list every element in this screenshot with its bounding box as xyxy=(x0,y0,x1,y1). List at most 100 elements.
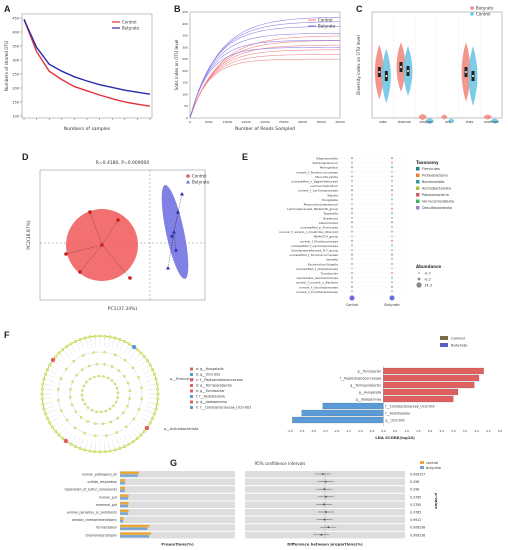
taxonomy-label: Proteobacteria xyxy=(422,174,448,178)
taxon-label: Akkermansia xyxy=(319,221,339,225)
lda-bar-label: g__UCG-002 xyxy=(385,419,404,423)
median-butyrate-shannon xyxy=(400,66,402,68)
x-tick-label: ace xyxy=(445,120,451,124)
clade-node xyxy=(113,336,117,340)
clade-node xyxy=(142,429,146,433)
clade-node xyxy=(156,397,160,401)
clade-node xyxy=(151,368,155,371)
clade-node xyxy=(61,436,65,440)
violin-control-coverage xyxy=(490,118,499,124)
taxon-label: Blautia xyxy=(328,193,339,197)
taxonomy-label: Verrucomicrobiota xyxy=(422,200,454,204)
g-function-label: aerobic_chemoheterotrophy xyxy=(72,518,117,522)
clade-branch xyxy=(120,341,125,351)
taxonomy-swatch xyxy=(416,186,420,190)
clade-node xyxy=(78,338,82,341)
legend-label: Control xyxy=(122,20,136,25)
g-bar-butyrate xyxy=(120,481,125,485)
g-bar-control xyxy=(120,494,129,497)
control-spoke xyxy=(89,211,103,246)
clade-branch xyxy=(43,378,54,382)
taxonomy-swatch xyxy=(416,199,420,203)
clade-node xyxy=(61,348,65,352)
x-tick-label: 15000 xyxy=(241,120,251,124)
lda-tick-label: -2.0 xyxy=(334,429,340,433)
lda-bar xyxy=(383,367,484,375)
clade-branch xyxy=(104,336,106,347)
clade-node xyxy=(116,416,119,420)
clade-legend-swatch xyxy=(190,373,193,376)
clade-node xyxy=(97,374,101,378)
highlighted-clade xyxy=(131,344,137,350)
clade-node xyxy=(86,420,90,423)
taxon-label: norank_f_Ruminococcaceae xyxy=(296,170,338,174)
control-spoke xyxy=(101,244,131,279)
clade-node xyxy=(74,339,77,343)
clade-legend-label: g: g__dadapennisa xyxy=(196,400,227,404)
clade-branch xyxy=(84,337,88,348)
lda-bar xyxy=(292,416,384,424)
taxonomy-swatch xyxy=(416,167,420,171)
clade-legend-label: e: g__Turicibacter xyxy=(196,389,225,393)
clade-branch xyxy=(136,356,145,364)
g-bar-butyrate xyxy=(120,489,125,492)
x-tick-label: 40000 xyxy=(335,120,345,124)
clade-node xyxy=(45,368,49,371)
taxon-label: Christensenellaceae_R-7_group xyxy=(291,249,338,253)
y-axis-label: Sobs index on OTU level xyxy=(174,40,179,91)
abundance-swatch xyxy=(416,282,422,288)
g-function-label: human_pathogens_all xyxy=(82,473,117,477)
taxon-label: Phascolarctobacterium xyxy=(304,203,338,207)
clade-node xyxy=(83,448,87,452)
taxon-label: norank_f_Coriobacteriaceae xyxy=(296,290,338,294)
x-tick-label: sobs xyxy=(379,120,387,124)
clade-branch xyxy=(130,430,138,439)
clade-legend-swatch xyxy=(190,384,193,387)
clade-node xyxy=(54,429,58,433)
clade-branch xyxy=(58,352,67,361)
clade-node xyxy=(64,367,68,371)
clade-legend-swatch xyxy=(190,367,193,371)
y-tick-label: 350 xyxy=(12,45,19,49)
y-tick-label: 300 xyxy=(12,59,19,63)
taxonomy-swatch xyxy=(416,206,420,210)
clade-node xyxy=(92,351,95,354)
y-tick-label: 100 xyxy=(12,115,19,119)
clade-node xyxy=(57,388,60,391)
clade-node xyxy=(94,422,97,425)
clade-node xyxy=(112,404,115,408)
taxon-label: Marvinbryantia xyxy=(315,175,338,179)
taxonomy-label: Patescibacteria xyxy=(422,193,449,197)
clade-node xyxy=(102,375,105,378)
clade-node xyxy=(93,450,97,454)
taxonomy-label: Desulfobacterota xyxy=(422,206,452,210)
clade-node xyxy=(105,434,108,437)
g-ci-point xyxy=(323,518,326,521)
clade-node xyxy=(132,417,136,421)
g-row-bg xyxy=(120,516,235,524)
taxon-label: norank_f_norank_o_Bacteria xyxy=(296,281,338,285)
control-point xyxy=(88,210,92,214)
clade-node xyxy=(148,421,152,425)
y-tick-label: 400 xyxy=(182,22,188,26)
y-tick-label: 400 xyxy=(12,31,19,35)
panel-a: A 100 150 200 250 300 350 400 450 Numbers of sam… xyxy=(0,0,160,150)
clade-node xyxy=(142,355,146,359)
panel-b: B 0 5000 10000 15000 20000 25000 30000 35000 400… xyxy=(170,0,350,150)
clade-branch xyxy=(145,410,155,414)
lda-bar xyxy=(301,409,384,417)
panel-b-label: B xyxy=(174,4,181,14)
plot-frame xyxy=(189,11,341,119)
legend-swatch xyxy=(186,180,190,184)
shared-otu-chart: 100 150 200 250 300 350 400 450 Numbers of sampl… xyxy=(4,13,153,132)
clade-node xyxy=(40,392,44,396)
butyrate-spoke xyxy=(167,231,175,269)
sample-curve-control xyxy=(189,54,341,119)
clade-branch xyxy=(42,388,53,390)
abundance-label: 14.3 xyxy=(424,284,432,288)
x-tick-label: chao xyxy=(466,120,474,124)
clade-branch xyxy=(49,364,59,371)
lda-tick-label: 5.0 xyxy=(498,429,503,433)
clade-branch xyxy=(94,336,96,347)
group-marker-control xyxy=(349,295,355,301)
